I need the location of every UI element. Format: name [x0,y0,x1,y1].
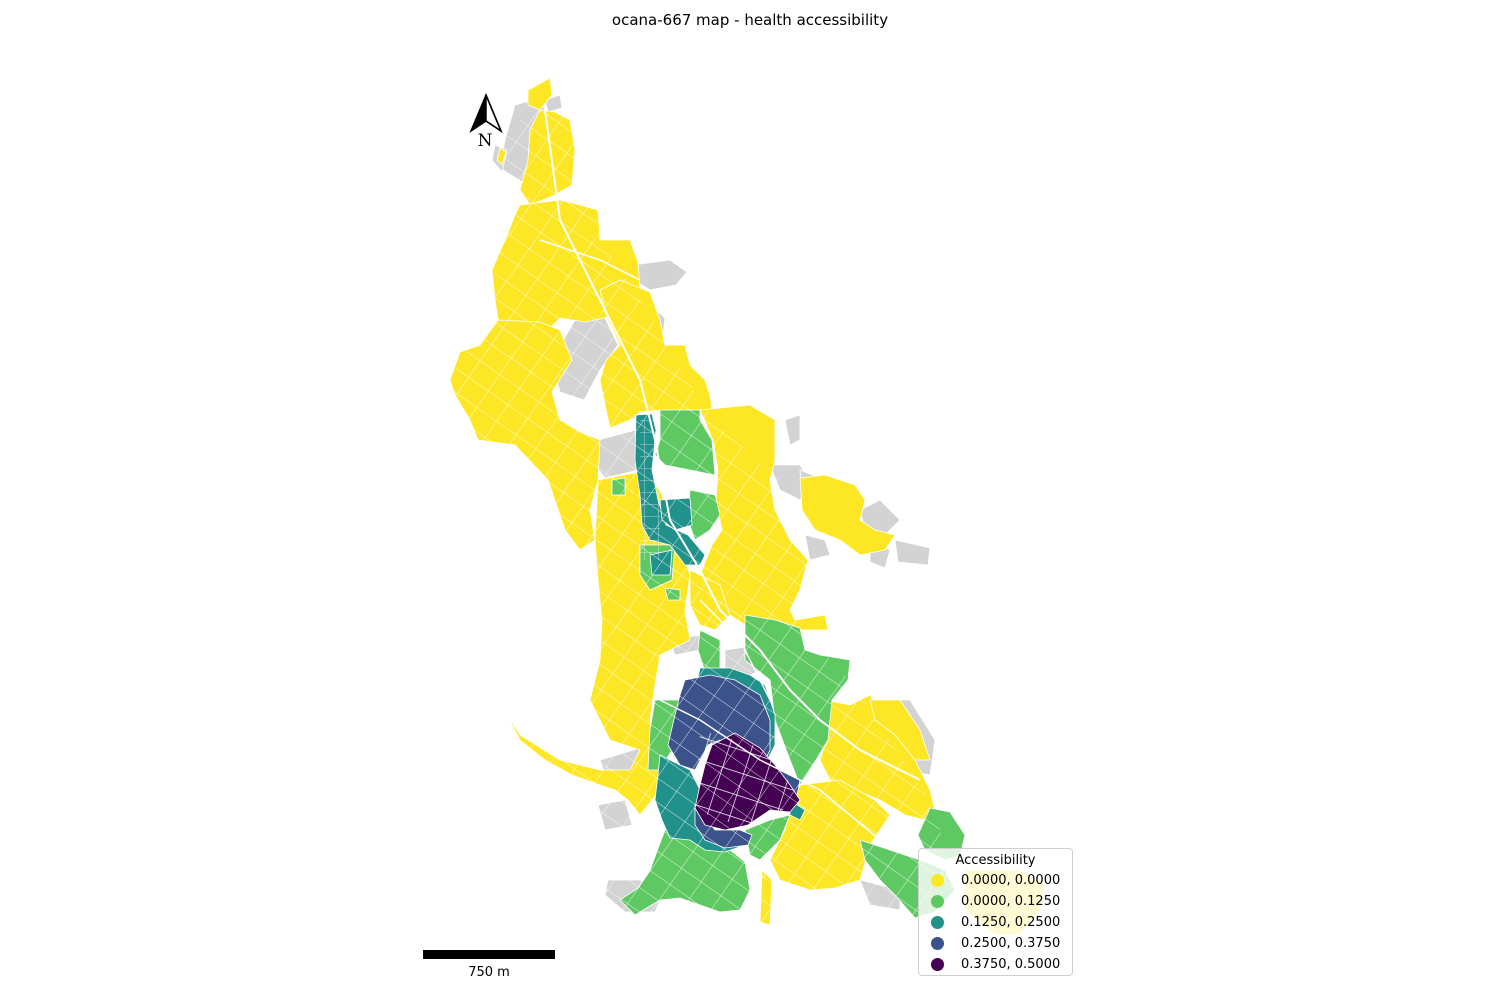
accessibility-class-4-areas [694,732,801,831]
legend-label: 0.0000, 0.0000 [961,873,1061,888]
north-arrow: N [469,93,503,151]
north-label: N [478,131,493,151]
scale-bar [423,950,555,959]
legend-item: 0.0000, 0.0000 [919,870,1072,891]
legend-label: 0.1250, 0.2500 [961,915,1061,930]
legend-item: 0.1250, 0.2500 [919,912,1072,933]
legend-item: 0.2500, 0.3750 [919,933,1072,954]
legend: Accessibility 0.0000, 0.0000 0.0000, 0.1… [918,848,1073,976]
legend-swatch [931,874,944,887]
legend-swatch [931,916,944,929]
legend-swatch [931,937,944,950]
legend-label: 0.2500, 0.3750 [961,936,1061,951]
legend-label: 0.3750, 0.5000 [961,957,1061,972]
legend-title: Accessibility [955,853,1036,868]
legend-item: 0.0000, 0.1250 [919,891,1072,912]
map-title: ocana-667 map - health accessibility [611,11,889,29]
legend-swatch [931,895,944,908]
scale-bar-label: 750 m [468,965,510,980]
legend-item: 0.3750, 0.5000 [919,954,1072,975]
legend-swatch [931,958,944,971]
legend-label: 0.0000, 0.1250 [961,894,1061,909]
